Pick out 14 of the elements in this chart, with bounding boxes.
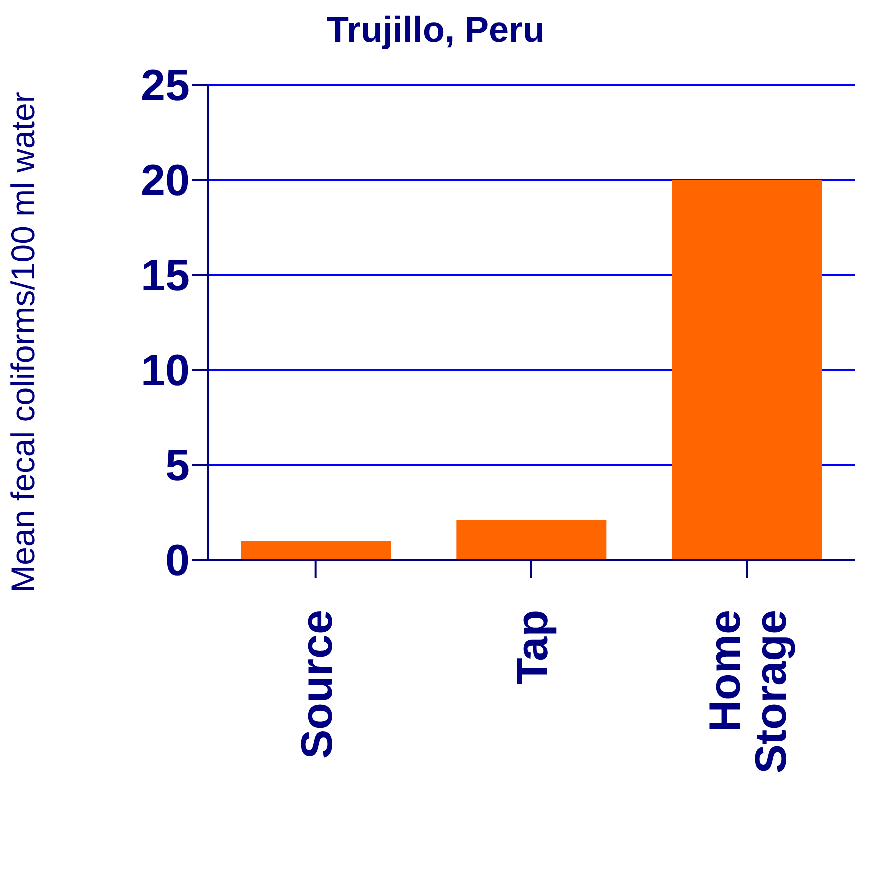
y-tick-label: 5 [166, 442, 190, 491]
bar [241, 541, 391, 560]
bar [672, 180, 822, 560]
y-tick-label: 20 [141, 156, 190, 206]
y-tick-label: 15 [141, 252, 190, 301]
x-tick-label: Tap [508, 610, 558, 685]
y-axis-title: Mean fecal coliforms/100 ml water [4, 92, 42, 593]
y-tick-label: 10 [141, 346, 190, 396]
x-tick-label: Source [292, 610, 342, 760]
chart-title: Trujillo, Peru [326, 8, 546, 52]
y-tick-label: 0 [166, 536, 190, 586]
y-tick-label: 25 [141, 62, 190, 111]
x-tick-label: Home Storage [701, 610, 796, 774]
bar [456, 520, 607, 560]
